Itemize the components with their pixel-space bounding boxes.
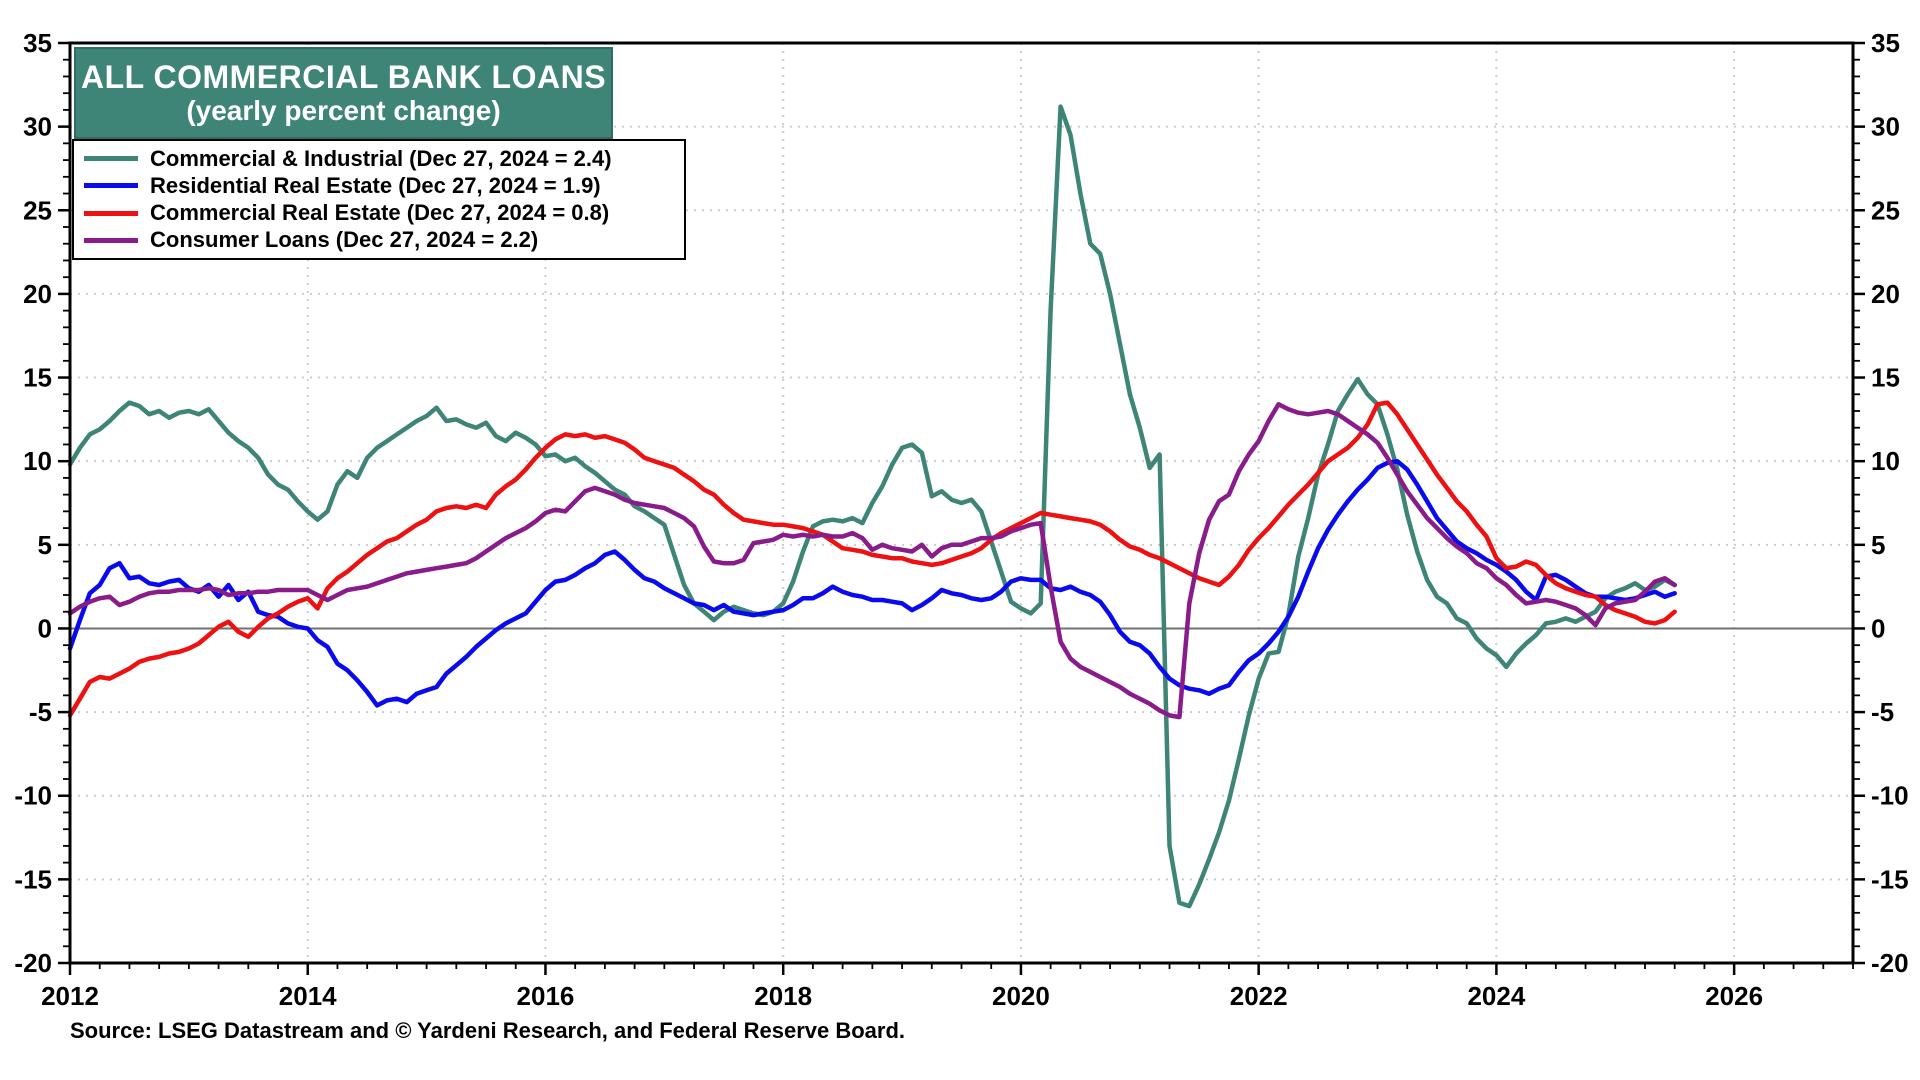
y-axis-label-right: 30 <box>1871 112 1900 142</box>
y-axis-label-right: 15 <box>1871 363 1900 393</box>
series-line-residential-real-estate <box>67 458 1677 708</box>
chart-title: ALL COMMERCIAL BANK LOANS <box>80 58 607 95</box>
x-axis-label: 2014 <box>279 981 337 1011</box>
y-axis-label-left: -10 <box>14 781 52 811</box>
y-axis-label-left: 20 <box>23 279 52 309</box>
y-axis-label-right: 0 <box>1871 613 1885 643</box>
legend-swatch-commercial-industrial <box>84 156 138 162</box>
legend-label-residential-real-estate: Residential Real Estate (Dec 27, 2024 = … <box>150 172 601 198</box>
series-line-commercial-industrial <box>67 104 1677 909</box>
y-axis-label-left: 25 <box>23 195 52 225</box>
x-axis-label: 2020 <box>992 981 1050 1011</box>
legend-item-consumer-loans: Consumer Loans (Dec 27, 2024 = 2.2) <box>84 227 674 254</box>
source-note: Source: LSEG Datastream and © Yardeni Re… <box>70 1018 906 1043</box>
y-axis-label-right: 25 <box>1871 195 1900 225</box>
series-line-consumer-loans <box>67 402 1677 720</box>
legend-swatch-commercial-real-estate <box>84 210 138 216</box>
y-axis-label-left: 5 <box>38 530 52 560</box>
y-axis-label-right: 10 <box>1871 446 1900 476</box>
y-axis-label-right: -15 <box>1871 864 1909 894</box>
legend-item-commercial-real-estate: Commercial Real Estate (Dec 27, 2024 = 0… <box>84 200 674 227</box>
legend-item-residential-real-estate: Residential Real Estate (Dec 27, 2024 = … <box>84 172 674 199</box>
chart-subtitle: (yearly percent change) <box>186 95 501 127</box>
y-axis-label-right: 5 <box>1871 530 1885 560</box>
x-axis-label: 2024 <box>1467 981 1525 1011</box>
legend-item-commercial-industrial: Commercial & Industrial (Dec 27, 2024 = … <box>84 145 674 172</box>
y-axis-label-left: 30 <box>23 112 52 142</box>
y-axis-label-left: 35 <box>23 28 52 58</box>
y-axis-label-right: -20 <box>1871 948 1909 978</box>
legend-label-commercial-industrial: Commercial & Industrial (Dec 27, 2024 = … <box>150 145 612 171</box>
x-axis-label: 2026 <box>1705 981 1763 1011</box>
y-axis-label-left: 15 <box>23 363 52 393</box>
chart-legend: Commercial & Industrial (Dec 27, 2024 = … <box>72 139 686 260</box>
y-axis-label-right: 35 <box>1871 28 1900 58</box>
y-axis-label-right: -10 <box>1871 781 1909 811</box>
y-axis-label-left: -15 <box>14 864 52 894</box>
chart-title-box: ALL COMMERCIAL BANK LOANS (yearly percen… <box>74 47 613 139</box>
x-axis-label: 2018 <box>754 981 812 1011</box>
y-axis-label-right: 20 <box>1871 279 1900 309</box>
x-axis-label: 2012 <box>41 981 99 1011</box>
y-axis-label-right: -5 <box>1871 697 1894 727</box>
y-axis-label-left: 0 <box>38 613 52 643</box>
legend-swatch-consumer-loans <box>84 237 138 243</box>
y-axis-label-left: -20 <box>14 948 52 978</box>
x-axis-label: 2022 <box>1230 981 1288 1011</box>
legend-label-commercial-real-estate: Commercial Real Estate (Dec 27, 2024 = 0… <box>150 200 610 226</box>
legend-label-consumer-loans: Consumer Loans (Dec 27, 2024 = 2.2) <box>150 227 539 253</box>
x-axis-label: 2016 <box>517 981 575 1011</box>
series-line-commercial-real-estate <box>67 400 1677 718</box>
y-axis-label-left: 10 <box>23 446 52 476</box>
legend-swatch-residential-real-estate <box>84 183 138 189</box>
y-axis-label-left: -5 <box>29 697 52 727</box>
